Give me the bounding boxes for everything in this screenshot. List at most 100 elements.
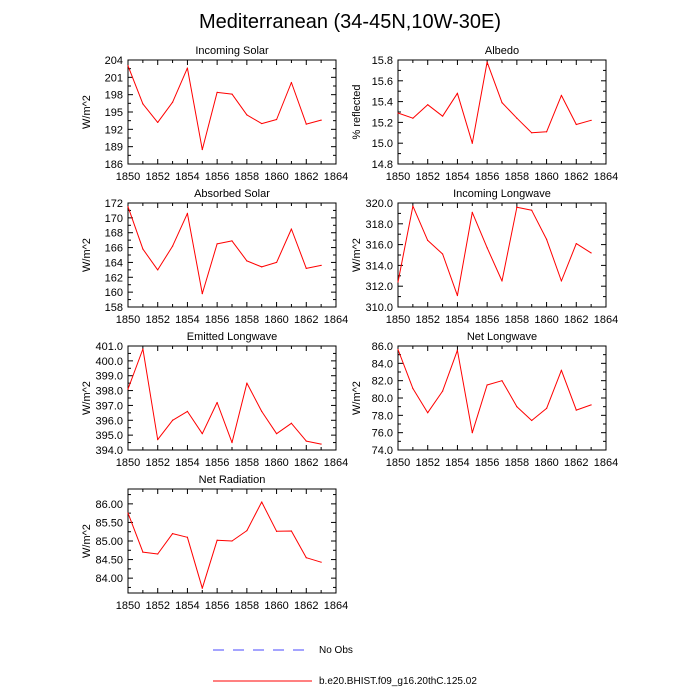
data-point <box>320 443 322 445</box>
data-point <box>427 104 429 106</box>
y-tick-label: 15.8 <box>372 55 393 67</box>
panel-net-longwave: 1850 1852 1854 1856 1858 1860 1862 1864 74.0 76.0… <box>351 331 618 469</box>
data-point <box>261 501 263 503</box>
data-point <box>157 553 159 555</box>
x-tick-label: 1858 <box>505 314 529 326</box>
x-tick-label: 1862 <box>294 171 318 183</box>
series-line <box>127 348 322 445</box>
x-tick-label: 1856 <box>475 314 499 326</box>
legend: No Obs b.e20.BHIST.f09_g16.20thC.125.02 <box>213 645 477 687</box>
data-point <box>397 348 399 351</box>
plot-frame <box>127 59 337 165</box>
panel-title: Albedo <box>485 45 519 57</box>
y-tick-label: 76.0 <box>372 428 393 440</box>
data-point <box>201 433 203 435</box>
x-tick-label: 1852 <box>415 457 439 469</box>
data-point <box>127 206 129 208</box>
y-tick-label: 166 <box>105 243 123 255</box>
x-tick-label: 1854 <box>175 314 199 326</box>
x-tick-label: 1858 <box>235 457 259 469</box>
data-point <box>290 530 293 532</box>
series-line <box>397 61 592 144</box>
data-point <box>486 384 488 386</box>
x-tick-label: 1864 <box>594 314 618 326</box>
data-point <box>412 117 414 119</box>
x-tick-label: 1858 <box>235 314 259 326</box>
plot-frame <box>397 345 607 451</box>
x-tick-label: 1854 <box>445 457 469 469</box>
x-tick-label: 1860 <box>534 457 558 469</box>
data-point <box>441 115 444 117</box>
data-point <box>261 266 263 268</box>
data-point <box>261 122 263 125</box>
data-point <box>305 123 307 125</box>
data-point <box>575 409 577 411</box>
data-point <box>531 419 533 422</box>
data-point <box>516 406 518 408</box>
y-tick-label: 195 <box>105 107 123 119</box>
x-tick-label: 1864 <box>324 600 348 612</box>
data-point <box>560 280 563 282</box>
data-point <box>397 112 399 114</box>
x-tick-label: 1850 <box>386 457 410 469</box>
x-tick-label: 1850 <box>386 314 410 326</box>
y-tick-label: 84.0 <box>372 358 393 370</box>
data-point <box>456 92 459 94</box>
panel-grid: 1850 1852 1854 1856 1858 1860 1862 1864 186 189 19… <box>81 45 618 612</box>
data-point <box>456 294 459 297</box>
data-point <box>486 247 488 249</box>
x-tick-label: 1862 <box>564 457 588 469</box>
data-point <box>471 432 473 434</box>
x-tick-label: 1862 <box>564 314 588 326</box>
data-point <box>231 441 233 444</box>
y-tick-label: 86.0 <box>372 341 393 353</box>
x-tick-label: 1854 <box>175 171 199 183</box>
x-tick-label: 1858 <box>235 600 259 612</box>
data-point <box>320 561 322 563</box>
x-tick-label: 1864 <box>324 457 348 469</box>
data-point <box>186 536 189 538</box>
panel-title: Incoming Solar <box>195 45 269 57</box>
panel-title: Net Longwave <box>467 331 537 343</box>
data-point <box>171 532 174 535</box>
data-point <box>501 102 503 104</box>
data-point <box>246 114 248 116</box>
y-axis-label: W/m^2 <box>351 238 363 272</box>
panel-title: Absorbed Solar <box>194 188 270 200</box>
y-axis-label: W/m^2 <box>351 381 363 415</box>
y-tick-label: 398.0 <box>95 386 123 398</box>
x-tick-label: 1850 <box>116 457 140 469</box>
x-tick-label: 1860 <box>264 600 288 612</box>
data-point <box>186 212 189 214</box>
data-point <box>142 348 144 350</box>
y-tick-label: 80.0 <box>372 393 393 405</box>
y-tick-label: 74.0 <box>372 445 393 457</box>
data-point <box>186 67 189 69</box>
data-point <box>171 101 174 103</box>
panel-absorbed-solar: 1850 1852 1854 1856 1858 1860 1862 1864 158 160 16… <box>81 188 348 326</box>
panel-title: Net Radiation <box>199 474 266 486</box>
data-point <box>142 248 144 250</box>
data-point <box>531 209 533 211</box>
x-tick-label: 1864 <box>324 171 348 183</box>
data-point <box>216 91 218 93</box>
y-axis-label: W/m^2 <box>81 95 93 129</box>
y-tick-label: 397.0 <box>95 400 123 412</box>
data-point <box>216 539 218 541</box>
x-tick-label: 1854 <box>175 457 199 469</box>
panel-title: Incoming Longwave <box>453 188 551 200</box>
data-point <box>545 238 548 240</box>
x-tick-label: 1862 <box>294 457 318 469</box>
data-point <box>412 387 414 390</box>
y-tick-label: 160 <box>105 287 123 299</box>
x-tick-label: 1856 <box>475 171 499 183</box>
data-point <box>397 281 399 283</box>
data-point <box>590 252 592 254</box>
y-tick-label: 192 <box>105 124 123 136</box>
y-tick-label: 395.0 <box>95 430 123 442</box>
x-tick-label: 1856 <box>205 171 229 183</box>
data-point <box>261 410 263 412</box>
data-point <box>201 148 203 151</box>
data-point <box>290 81 293 84</box>
x-tick-label: 1860 <box>264 457 288 469</box>
